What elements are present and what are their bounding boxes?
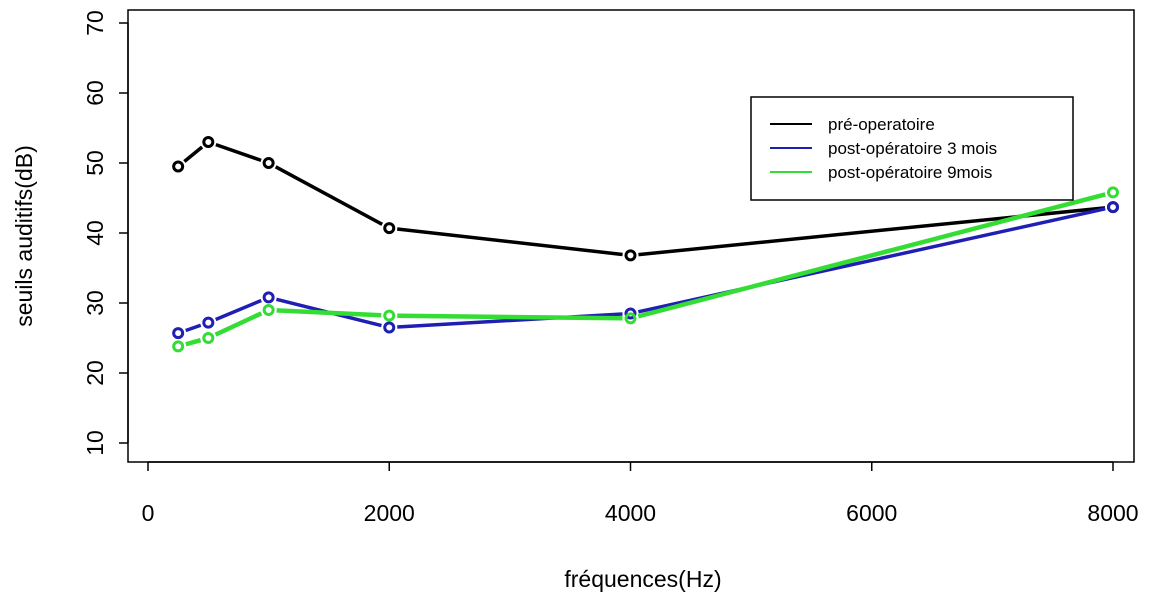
data-point xyxy=(202,332,215,344)
series-line-segment xyxy=(215,142,262,163)
x-axis: 0 2000 4000 6000 8000 xyxy=(142,461,1139,526)
y-tick-label: 60 xyxy=(82,80,108,106)
series-line-segment xyxy=(276,308,382,318)
x-tick-label: 2000 xyxy=(364,500,415,526)
x-axis-title: fréquences(Hz) xyxy=(564,566,721,592)
series-line-segment xyxy=(397,227,623,257)
series-3 xyxy=(172,186,1119,353)
data-point xyxy=(624,249,637,262)
data-point xyxy=(262,291,275,304)
y-tick-label: 70 xyxy=(82,10,108,36)
data-point xyxy=(1107,186,1119,199)
series-line-segment xyxy=(637,192,1106,319)
data-point xyxy=(202,136,215,148)
legend: pré-operatoire post-opératoire 3 mois post… xyxy=(750,96,1074,201)
data-point xyxy=(624,312,637,325)
y-tick-label: 10 xyxy=(82,430,108,456)
data-point xyxy=(262,304,275,316)
data-point xyxy=(383,321,396,334)
x-tick-label: 6000 xyxy=(846,500,897,526)
y-tick-label: 20 xyxy=(82,360,108,386)
x-tick-label: 8000 xyxy=(1087,500,1138,526)
data-point xyxy=(262,157,275,169)
series-line-segment xyxy=(215,298,262,322)
series-line-segment xyxy=(214,311,263,337)
series-line-segment xyxy=(397,313,623,321)
legend-items: pré-operatoire post-opératoire 3 mois post… xyxy=(770,115,997,182)
y-tick-label: 40 xyxy=(82,220,108,246)
x-tick-label: 0 xyxy=(142,500,155,526)
data-point xyxy=(172,340,185,353)
y-axis-title: seuils auditifs(dB) xyxy=(11,145,37,327)
data-point xyxy=(172,327,185,340)
data-point xyxy=(202,316,215,329)
series-line-segment xyxy=(274,165,384,226)
data-point xyxy=(383,222,396,235)
series-line-segment xyxy=(183,145,204,163)
legend-label: post-opératoire 9mois xyxy=(828,163,992,182)
y-tick-label: 50 xyxy=(82,150,108,176)
data-point xyxy=(383,309,396,322)
series-layer xyxy=(172,136,1119,353)
data-point xyxy=(1107,201,1119,214)
series-line-segment xyxy=(185,323,202,333)
x-tick-label: 4000 xyxy=(605,500,656,526)
series-line-segment xyxy=(185,337,202,347)
y-tick-label: 30 xyxy=(82,290,108,316)
legend-label: pré-operatoire xyxy=(828,115,935,134)
y-axis: 10 20 30 40 50 60 70 xyxy=(82,10,129,456)
legend-label: post-opératoire 3 mois xyxy=(828,139,997,158)
data-point xyxy=(624,307,637,320)
data-point xyxy=(172,160,185,173)
